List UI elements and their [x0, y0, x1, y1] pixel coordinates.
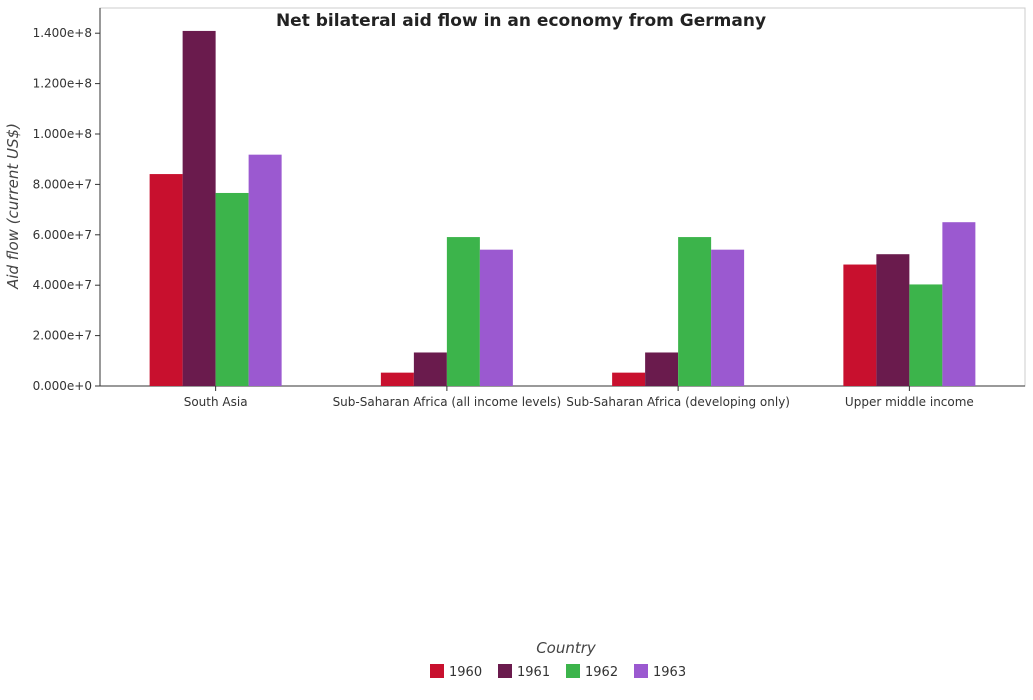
bar-1961-1 [413, 352, 447, 386]
bar-1963-0 [248, 154, 282, 386]
bar-1961-0 [182, 30, 216, 386]
x-tick-label: South Asia [184, 395, 248, 409]
legend-swatch-1961 [498, 664, 512, 678]
x-tick-label: Sub-Saharan Africa (all income levels) [333, 395, 562, 409]
bar-1962-0 [215, 192, 249, 386]
bar-1962-3 [909, 284, 943, 386]
bar-1960-2 [612, 372, 646, 386]
y-tick-label: 6.000e+7 [33, 228, 92, 242]
bar-1962-2 [678, 237, 712, 386]
chart-title: Net bilateral aid flow in an economy fro… [276, 11, 766, 31]
bar-1962-1 [446, 237, 480, 386]
legend-swatch-1960 [430, 664, 444, 678]
legend-label-1962: 1962 [585, 665, 618, 680]
legend-label-1963: 1963 [653, 665, 686, 680]
y-tick-label: 8.000e+7 [33, 177, 92, 191]
y-tick-label: 2.000e+7 [33, 329, 92, 343]
bar-1963-1 [479, 249, 513, 386]
legend-swatch-1962 [566, 664, 580, 678]
legend: 1960 1961 1962 1963 [430, 664, 686, 680]
y-tick-label: 1.400e+8 [33, 26, 92, 40]
bar-1961-3 [876, 254, 910, 386]
bar-1960-3 [843, 264, 877, 386]
legend-swatch-1963 [634, 664, 648, 678]
bar-1960-1 [380, 372, 414, 386]
plot-area: 0.000e+0 2.000e+7 4.000e+7 6.000e+7 8.000e+7… [33, 7, 1026, 409]
bar-1960-0 [149, 174, 183, 386]
y-axis-title: Aid flow (current US$) [4, 123, 22, 290]
bar-1963-2 [711, 249, 745, 386]
x-axis-title: Country [536, 639, 597, 657]
bar-1963-3 [942, 222, 976, 386]
bar-1961-2 [645, 352, 679, 386]
y-tick-label: 1.200e+8 [33, 77, 92, 91]
legend-label-1960: 1960 [449, 665, 482, 680]
y-tick-label: 1.000e+8 [33, 127, 92, 141]
legend-label-1961: 1961 [517, 665, 550, 680]
y-tick-label: 0.000e+0 [33, 379, 92, 393]
x-tick-label: Sub-Saharan Africa (developing only) [566, 395, 790, 409]
x-tick-label: Upper middle income [845, 395, 974, 409]
y-tick-label: 4.000e+7 [33, 278, 92, 292]
